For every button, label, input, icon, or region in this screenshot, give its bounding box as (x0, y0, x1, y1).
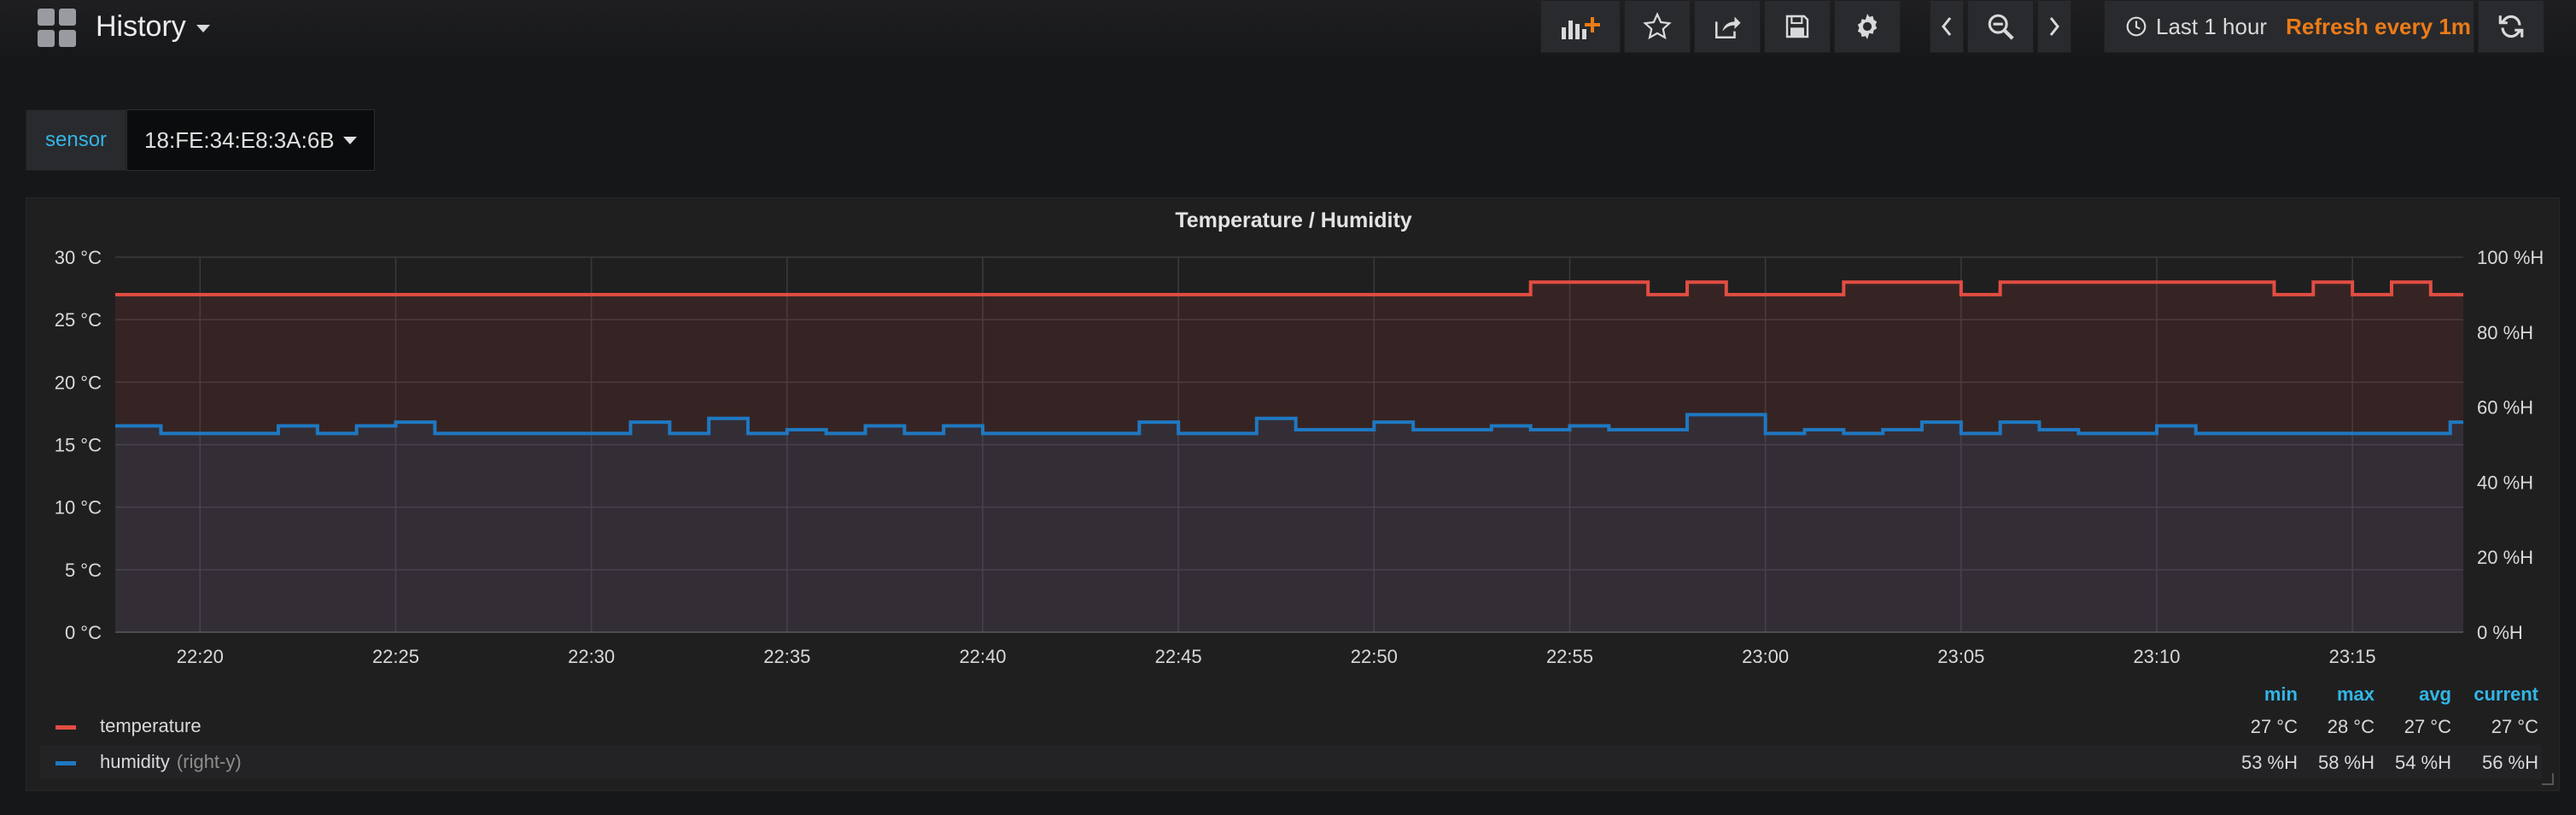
time-back-button[interactable] (1930, 0, 1964, 53)
variable-select[interactable]: 18:FE:34:E8:3A:6B (126, 109, 375, 171)
x-tick-label: 22:55 (1546, 646, 1593, 667)
legend-swatch-humidity[interactable] (55, 761, 76, 765)
legend-header-avg[interactable]: avg (2419, 683, 2451, 705)
chart[interactable]: 0 °C 5 °C 10 °C 15 °C 20 °C 25 °C 30 °C 0 %H 20 … (26, 198, 2561, 792)
legend-current: 56 %H (2481, 752, 2538, 773)
legend-swatch-temperature[interactable] (55, 725, 76, 730)
y-right-tick-label: 80 %H (2477, 322, 2533, 343)
x-tick-label: 23:15 (2329, 646, 2376, 667)
series-line-temperature (115, 280, 2463, 296)
chevron-left-icon (1942, 17, 1952, 36)
x-tick-label: 22:30 (568, 646, 615, 667)
y-left-tick-label: 10 °C (55, 497, 102, 519)
legend-min: 53 %H (2240, 752, 2298, 773)
legend-avg: 27 °C (2404, 716, 2451, 737)
time-range-label: Last 1 hour (2156, 13, 2268, 39)
variable-label: sensor (26, 109, 127, 171)
legend-header-min[interactable]: min (2263, 683, 2298, 705)
series-area-temperature (115, 282, 2463, 632)
panel-title[interactable]: Temperature / Humidity (1175, 208, 1412, 232)
legend-max: 58 %H (2317, 752, 2374, 773)
legend-header-current[interactable]: current (2474, 683, 2538, 705)
legend-max: 28 °C (2327, 716, 2374, 737)
y-left-tick-label: 5 °C (65, 560, 102, 581)
refresh-icon (2498, 15, 2524, 38)
share-button[interactable] (1694, 0, 1761, 53)
legend-min: 27 °C (2250, 716, 2298, 737)
time-forward-button[interactable] (2037, 0, 2071, 53)
x-tick-label: 22:40 (959, 646, 1006, 667)
y-left-tick-label: 20 °C (55, 372, 102, 393)
x-tick-label: 23:00 (1742, 646, 1789, 667)
time-picker-button[interactable]: Last 1 hour Refresh every 1m (2104, 0, 2474, 53)
y-right-tick-label: 40 %H (2477, 472, 2533, 493)
y-right-tick-label: 0 %H (2477, 622, 2523, 643)
legend-axis-note: (right-y) (176, 751, 242, 772)
x-tick-label: 22:50 (1351, 646, 1398, 667)
zoom-out-icon (1988, 14, 2014, 40)
chevron-right-icon (2049, 17, 2059, 36)
legend-series-name-text: humidity (100, 751, 170, 772)
save-icon (1785, 15, 1809, 38)
clock-icon (2126, 16, 2147, 37)
share-icon (1714, 16, 1741, 39)
x-tick-label: 22:25 (372, 646, 419, 667)
y-left-tick-label: 15 °C (55, 435, 102, 456)
x-tick-label: 22:20 (177, 646, 224, 667)
legend-row-humidity[interactable]: humidity (right-y) 53 %H 58 %H 54 %H 56 %… (40, 745, 2542, 779)
settings-button[interactable] (1834, 0, 1901, 53)
top-navbar: History (0, 0, 2576, 60)
y-left-tick-label: 30 °C (55, 247, 102, 268)
legend-header-max[interactable]: max (2336, 683, 2374, 705)
chevron-down-icon (342, 136, 357, 144)
legend-series-name[interactable]: humidity (right-y) (100, 751, 242, 773)
legend-series-name[interactable]: temperature (100, 715, 202, 737)
y-left-tick-label: 0 °C (65, 622, 102, 643)
x-tick-label: 22:35 (763, 646, 810, 667)
save-button[interactable] (1764, 0, 1831, 53)
graph-panel: Temperature / Humidity 0 °C 5 °C 10 °C 15 °… (26, 197, 2560, 791)
dashboard-title[interactable]: History (96, 10, 210, 44)
series-line-humidity (115, 413, 2463, 436)
x-tick-label: 22:45 (1155, 646, 1202, 667)
y-right-tick-label: 20 %H (2477, 547, 2533, 568)
star-icon (1643, 12, 1672, 40)
panel-resize-handle[interactable] (2542, 773, 2554, 785)
variable-value: 18:FE:34:E8:3A:6B (144, 126, 335, 153)
zoom-out-button[interactable] (1967, 0, 2034, 53)
legend-row-temperature[interactable]: temperature 27 °C 28 °C 27 °C 27 °C (40, 709, 2542, 743)
x-tick-label: 23:10 (2133, 646, 2180, 667)
y-left-tick-label: 25 °C (55, 309, 102, 331)
star-button[interactable] (1624, 0, 1691, 53)
gear-icon (1857, 14, 1878, 39)
dashboard-grid-icon[interactable] (38, 9, 77, 48)
series-area-humidity (115, 414, 2463, 632)
chevron-down-icon (196, 24, 210, 32)
bar-chart-plus-icon (1562, 17, 1600, 39)
y-right-tick-label: 60 %H (2477, 397, 2533, 419)
add-panel-button[interactable] (1540, 0, 1621, 53)
legend-current: 27 °C (2491, 716, 2538, 737)
y-right-tick-label: 100 %H (2477, 247, 2544, 268)
template-variable: sensor 18:FE:34:E8:3A:6B (26, 109, 375, 171)
x-tick-label: 23:05 (1937, 646, 1984, 667)
refresh-button[interactable] (2478, 0, 2544, 53)
legend-series-name-text: temperature (100, 715, 202, 736)
refresh-interval-label: Refresh every 1m (2286, 13, 2471, 39)
dashboard-title-text: History (96, 10, 186, 43)
legend-avg: 54 %H (2394, 752, 2451, 773)
